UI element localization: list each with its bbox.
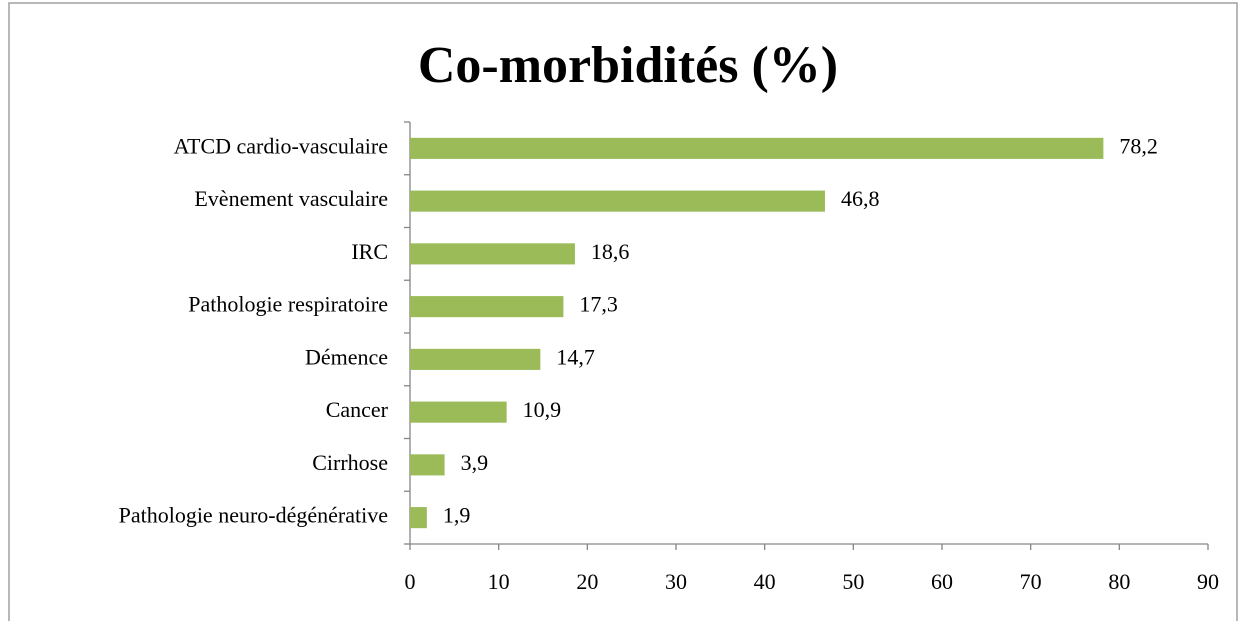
x-tick-label: 30 xyxy=(665,569,687,594)
bar xyxy=(410,296,564,318)
bar xyxy=(410,454,445,476)
bar xyxy=(410,190,825,212)
bar xyxy=(410,507,427,529)
bar xyxy=(410,137,1104,159)
y-tick-label: IRC xyxy=(351,239,388,264)
data-label: 3,9 xyxy=(461,450,489,475)
y-tick-label: Démence xyxy=(305,344,388,369)
y-tick-label: Pathologie neuro-dégénérative xyxy=(119,503,388,528)
data-label: 17,3 xyxy=(579,292,618,317)
x-tick-label: 60 xyxy=(931,569,953,594)
y-tick-label: Cirrhose xyxy=(312,450,388,475)
data-label: 1,9 xyxy=(443,503,471,528)
data-label: 14,7 xyxy=(556,344,595,369)
bar xyxy=(410,243,575,265)
data-label: 78,2 xyxy=(1119,133,1158,158)
y-tick-label: ATCD cardio-vasculaire xyxy=(174,133,388,158)
x-tick-label: 70 xyxy=(1020,569,1042,594)
x-tick-label: 50 xyxy=(842,569,864,594)
x-tick-label: 90 xyxy=(1197,569,1219,594)
y-tick-label: Evènement vasculaire xyxy=(194,186,388,211)
data-label: 18,6 xyxy=(591,239,630,264)
bar xyxy=(410,348,541,370)
data-label: 10,9 xyxy=(523,397,562,422)
x-tick-label: 20 xyxy=(576,569,598,594)
y-tick-label: Cancer xyxy=(326,397,389,422)
bar xyxy=(410,401,507,423)
x-tick-label: 10 xyxy=(488,569,510,594)
chart-title: Co-morbidités (%) xyxy=(418,37,838,94)
y-tick-label: Pathologie respiratoire xyxy=(188,292,388,317)
data-label: 46,8 xyxy=(841,186,880,211)
chart-border xyxy=(8,2,1238,621)
x-tick-label: 0 xyxy=(405,569,416,594)
x-tick-label: 80 xyxy=(1108,569,1130,594)
x-tick-label: 40 xyxy=(754,569,776,594)
